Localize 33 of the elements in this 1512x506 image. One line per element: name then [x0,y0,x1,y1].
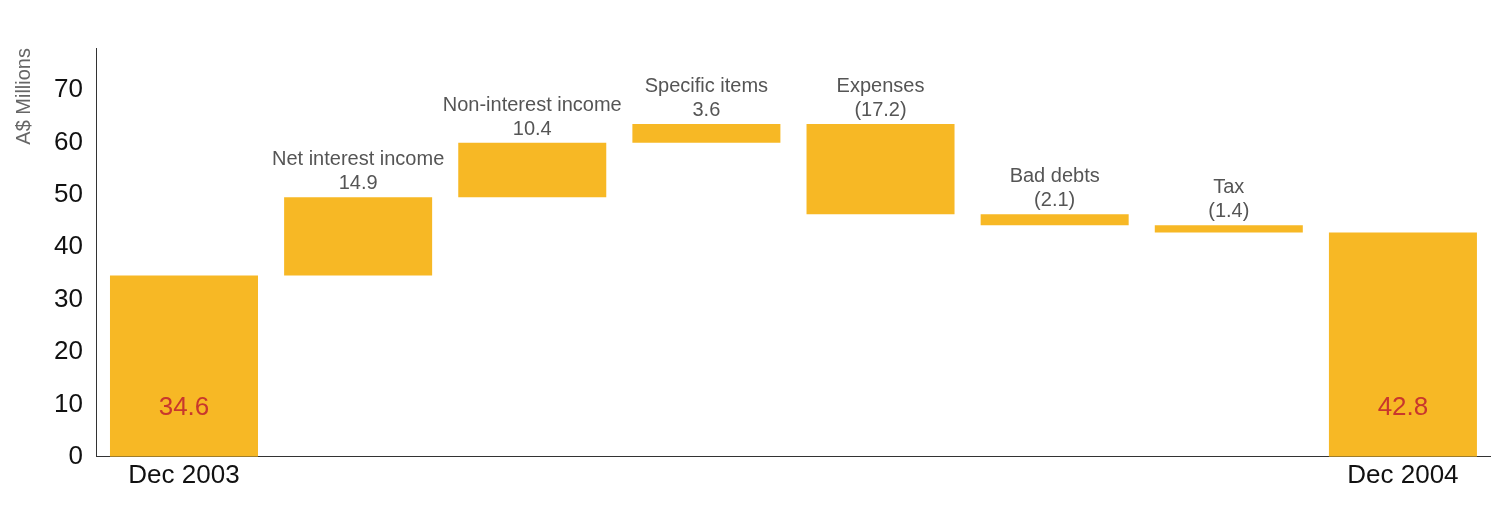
x-tick-label: Non-interest income [442,92,622,115]
y-axis-title: A$ Millions [11,48,34,145]
x-tick-label: Specific items [644,73,769,96]
data-label: 42.8 [1377,390,1429,421]
y-tick-label: 20 [54,335,83,366]
x-tick-label: Net interest income [271,147,445,170]
bar [806,124,955,215]
bar [284,197,433,276]
y-tick-label: 0 [68,439,83,470]
bar [1328,232,1477,457]
x-tick-label: Tax [1213,175,1245,198]
y-tick-label: 40 [54,230,83,261]
y-tick-label: 50 [54,177,83,208]
y-tick-label: 70 [54,73,83,104]
x-tick-label: Dec 2003 [128,458,240,489]
bar [980,214,1129,226]
bar [109,275,258,457]
data-label: (1.4) [1208,199,1250,222]
bar [1154,225,1303,233]
bar [632,124,781,143]
x-tick-label: Expenses [836,73,925,96]
y-tick-label: 30 [54,282,83,313]
data-label: (2.1) [1034,188,1076,211]
data-label: 34.6 [158,390,210,421]
data-label: 10.4 [512,116,552,139]
data-label: (17.2) [854,97,907,120]
x-tick-label: Bad debts [1009,164,1100,187]
data-label: 3.6 [692,97,721,120]
data-label: 14.9 [338,171,378,194]
y-tick-label: 10 [54,387,83,418]
bar [458,142,607,198]
x-tick-label: Dec 2004 [1347,458,1459,489]
y-tick-label: 60 [54,125,83,156]
